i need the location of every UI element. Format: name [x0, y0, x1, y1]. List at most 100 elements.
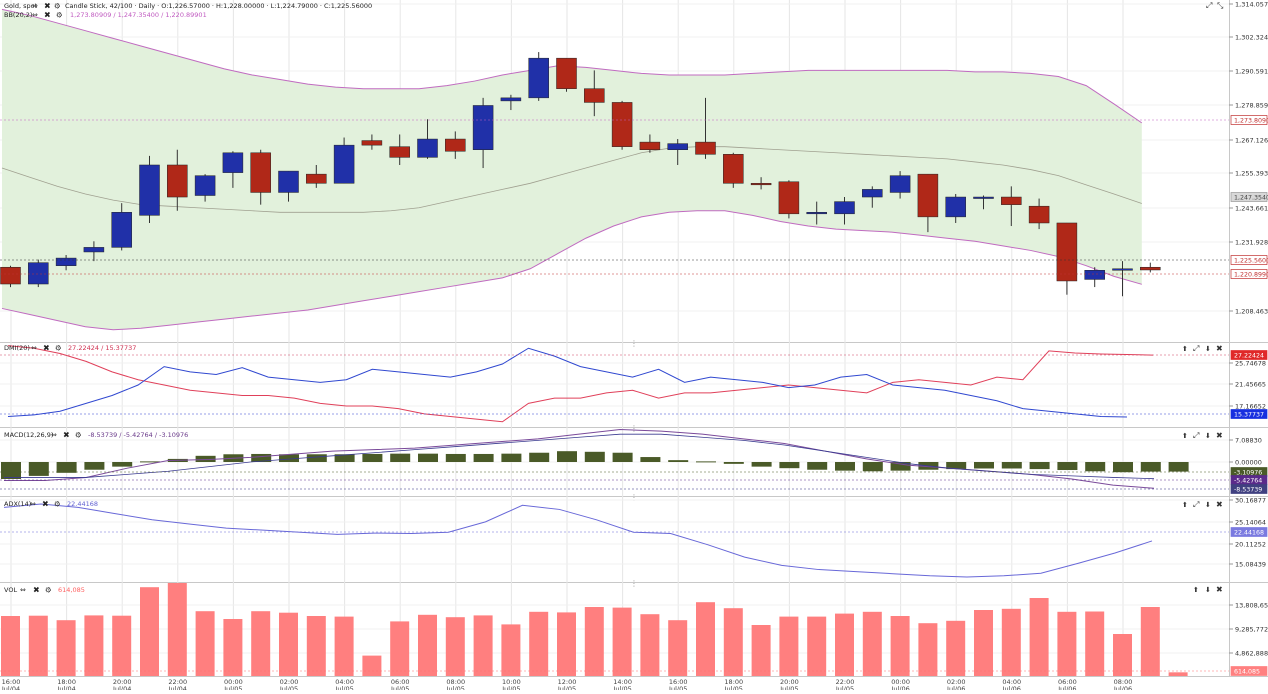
x-tick-date: Jul/05 — [223, 685, 242, 690]
move-up-icon[interactable]: ⬆ — [1182, 345, 1188, 353]
close-icon[interactable]: ✖ — [33, 586, 40, 595]
close-icon[interactable]: ✖ — [42, 500, 49, 509]
volume-bar — [251, 611, 271, 676]
macd-histogram-bar — [473, 453, 494, 462]
close-icon[interactable]: ✖ — [1216, 344, 1223, 353]
volume-bar — [918, 623, 938, 676]
x-tick-date: Jul/06 — [946, 685, 965, 690]
gear-icon[interactable]: ⚙ — [75, 431, 82, 440]
x-tick-time: 02:00 — [947, 678, 966, 686]
bull-candle — [194, 175, 216, 196]
panel-resize-handle[interactable]: ⋮ — [630, 339, 638, 348]
x-tick-time: 00:00 — [224, 678, 243, 686]
volume-bar — [1001, 608, 1021, 676]
x-tick-time: 18:00 — [57, 678, 76, 686]
close-icon[interactable]: ✖ — [44, 2, 51, 11]
close-icon[interactable]: ✖ — [44, 11, 51, 20]
macd-histogram-bar — [1140, 462, 1161, 472]
svg-text:⋮: ⋮ — [630, 424, 638, 433]
value-badge-label: 1,220.89901 — [1234, 272, 1268, 279]
adx-line — [3, 503, 1153, 578]
value-badge-label: 15.37737 — [1234, 412, 1264, 419]
value-badge-label: -5.42764 — [1234, 478, 1262, 485]
collapse-icon[interactable]: ⤡ — [1217, 1, 1224, 10]
panel-resize-handle[interactable]: ⋮ — [630, 579, 638, 588]
eye-icon[interactable]: ⇔ — [20, 586, 26, 594]
volume-bar — [473, 615, 493, 676]
expand-icon[interactable]: ⤢ — [1205, 1, 1212, 10]
move-down-icon[interactable]: ⬇ — [1205, 432, 1211, 440]
eye-icon[interactable]: ⇔ — [30, 500, 36, 508]
value-badge — [1230, 115, 1268, 125]
eye-icon[interactable]: ⇔ — [51, 431, 57, 439]
expand-icon[interactable]: ⤢ — [1192, 344, 1199, 353]
gear-icon[interactable]: ⚙ — [56, 11, 63, 20]
gear-icon[interactable]: ⚙ — [54, 500, 61, 509]
macd-histogram-bar — [112, 462, 133, 467]
expand-icon[interactable]: ⤢ — [1192, 500, 1199, 509]
panel-resize-handle[interactable]: ⋮ — [630, 493, 638, 502]
x-tick-date: Jul/06 — [1113, 685, 1132, 690]
x-axis: 16:00Jul/0418:00Jul/0420:00Jul/0422:00Ju… — [1, 678, 1133, 693]
move-up-icon[interactable]: ⬆ — [1182, 432, 1188, 440]
gear-icon[interactable]: ⚙ — [45, 586, 52, 595]
y-tick-label: 25.74678 — [1235, 360, 1266, 368]
x-tick-date: Jul/06 — [890, 685, 909, 690]
svg-text:⋮: ⋮ — [630, 579, 638, 588]
expand-icon[interactable]: ⤢ — [1192, 431, 1199, 440]
volume-bar — [418, 614, 437, 676]
y-tick-label: 21.45665 — [1235, 381, 1266, 389]
macd-histogram-bar — [974, 462, 994, 469]
settings-icon[interactable]: ⇔ — [32, 2, 38, 10]
volume-bar — [946, 620, 966, 676]
value-badge — [1230, 409, 1268, 419]
close-icon[interactable]: ✖ — [63, 431, 70, 440]
bull-candle — [889, 175, 911, 193]
close-icon[interactable]: ✖ — [43, 344, 50, 353]
volume-bar — [584, 607, 604, 676]
volume-bar — [334, 616, 354, 676]
x-tick-time: 16:00 — [669, 678, 688, 686]
macd-histogram-bar — [28, 462, 49, 476]
close-icon[interactable]: ✖ — [1216, 500, 1223, 509]
eye-icon[interactable]: ⇔ — [32, 11, 38, 19]
adx-line — [3, 503, 1153, 578]
move-down-icon[interactable]: ⬇ — [1205, 586, 1211, 594]
macd-histogram-bar — [390, 453, 411, 462]
close-icon[interactable]: ✖ — [1216, 431, 1223, 440]
bull-candle — [333, 144, 355, 184]
bear-candle — [167, 164, 188, 198]
x-tick-date: Jul/05 — [612, 685, 631, 690]
gear-icon[interactable]: ⚙ — [55, 344, 62, 353]
volume-bar — [28, 615, 48, 676]
macd-histogram-bar — [529, 452, 550, 462]
x-tick-date: Jul/04 — [112, 685, 131, 690]
move-down-icon[interactable]: ⬇ — [1205, 501, 1211, 509]
x-tick-date: Jul/05 — [390, 685, 409, 690]
macd-histogram-bar — [279, 454, 299, 462]
candles — [0, 52, 1161, 297]
volume-bar — [56, 620, 76, 676]
value-badge-label: 1,247.35400 — [1234, 195, 1268, 202]
macd-histogram-bar — [445, 453, 466, 462]
move-up-icon[interactable]: ⬆ — [1193, 586, 1199, 594]
adx-legend: ADX(14) ⇔ ✖ ⚙ 22.44168 ⬆ ⤢ ⬇ ✖ — [4, 500, 1223, 510]
x-tick-time: 22:00 — [836, 678, 855, 686]
volume-bar — [612, 607, 632, 676]
macd-histogram-bar — [1168, 462, 1189, 472]
macd-histogram-bar — [751, 462, 772, 467]
x-tick-time: 14:00 — [613, 678, 632, 686]
panel-resize-handle[interactable]: ⋮ — [630, 424, 638, 433]
move-up-icon[interactable]: ⬆ — [1182, 501, 1188, 509]
value-badge — [1230, 350, 1268, 360]
x-tick-time: 02:00 — [280, 678, 299, 686]
ohlc-readout: Candle Stick, 42/100 · Daily · O:1,226.5… — [65, 2, 372, 10]
close-icon[interactable]: ✖ — [1216, 585, 1223, 594]
eye-icon[interactable]: ⇔ — [31, 344, 37, 352]
gear-icon[interactable]: ⚙ — [54, 2, 61, 11]
bull-candle — [111, 212, 132, 248]
x-tick-time: 00:00 — [891, 678, 910, 686]
vol-label: VOL — [4, 586, 17, 594]
move-down-icon[interactable]: ⬇ — [1205, 345, 1211, 353]
